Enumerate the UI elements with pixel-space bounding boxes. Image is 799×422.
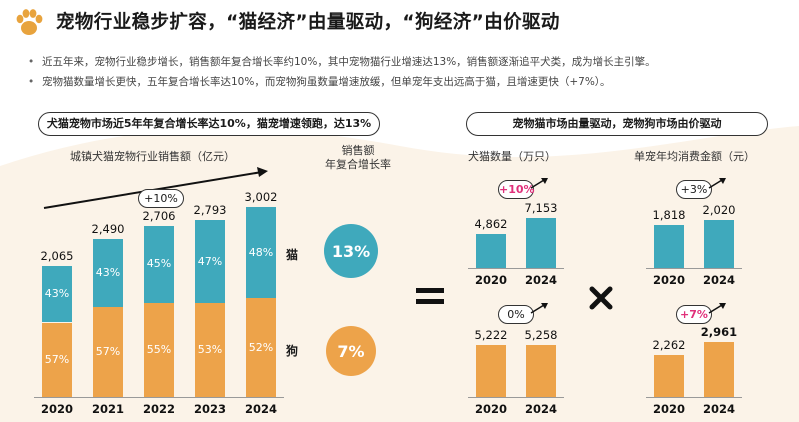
x-tick-label: 2023 (193, 402, 226, 416)
growth-pill: +7% (676, 305, 712, 324)
small-bar-value-label: 4,862 (474, 217, 508, 231)
growth-arrow (708, 303, 726, 314)
small-bar (476, 234, 506, 268)
small-bar (654, 354, 684, 397)
dog-share-label: 55% (146, 342, 172, 356)
small-bar-value-label: 1,818 (652, 207, 686, 222)
x-axis-line (646, 268, 742, 269)
small-bar (526, 345, 556, 397)
equals-sign-top (416, 288, 444, 293)
x-tick-label: 2024 (524, 273, 557, 287)
x-tick-label: 2021 (91, 402, 124, 416)
cat-bar-segment (144, 225, 174, 303)
small-bar (526, 218, 556, 268)
cagr-header-line1: 销售额 (341, 144, 375, 157)
x-tick-label: 2020 (474, 273, 507, 287)
bullet-1: 近五年来，宠物行业稳步增长，销售额年复合增长率约10%，其中宠物猫行业增速达13… (22, 52, 793, 72)
x-axis-line (646, 397, 742, 398)
paw-icon (16, 9, 43, 35)
x-axis-line (468, 397, 564, 398)
small-bar-value-label: 7,153 (524, 201, 558, 215)
growth-arrow (530, 178, 548, 189)
x-tick-label: 2022 (142, 402, 175, 416)
x-tick-label: 2020 (474, 402, 507, 416)
dog-share-label: 52% (248, 340, 274, 354)
small-bar (704, 220, 734, 268)
summary-bullets: 近五年来，宠物行业稳步增长，销售额年复合增长率约10%，其中宠物猫行业增速达13… (22, 52, 793, 92)
total-value-label: 2,065 (40, 249, 74, 264)
x-tick-label: 2020 (652, 402, 685, 416)
left-banner: 犬猫宠物市场近5年年复合增长率达10%，猫宠增速领跑，达13% (38, 112, 380, 136)
x-tick-label: 2020 (652, 273, 685, 287)
dog-share-label: 57% (95, 345, 121, 359)
total-value-label: 2,490 (91, 222, 125, 237)
small-bar (654, 224, 684, 268)
x-axis-line (468, 268, 564, 269)
total-growth-pill: +10% (138, 189, 184, 208)
small-bar-value-label: 2,262 (652, 337, 686, 352)
cat-share-label: 45% (146, 257, 172, 271)
right-banner: 宠物猫市场由量驱动，宠物狗市场由价驱动 (466, 112, 768, 136)
dog-share-label: 57% (44, 352, 70, 366)
x-tick-label: 2024 (702, 273, 735, 287)
left-chart-title: 城镇犬猫宠物行业销售额（亿元） (70, 150, 235, 163)
growth-pill: 0% (498, 305, 534, 324)
spend-title: 单宠年均消费金额（元） (634, 150, 755, 163)
x-axis-line (34, 397, 284, 398)
growth-arrow (708, 178, 726, 189)
page-title: 宠物行业稳步扩容，“猫经济”由量驱动，“狗经济”由价驱动 (56, 12, 560, 33)
cat-bar-segment (93, 239, 123, 308)
dog-bar-segment (195, 303, 225, 397)
cat-share-label: 43% (44, 287, 70, 301)
bullet-2: 宠物猫数量增长更快，五年复合增长率达10%，而宠物狗虽数量增速放缓，但单宠年支出… (22, 72, 793, 92)
cat-bar-segment (246, 207, 276, 299)
cagr-header-line2: 年复合增长率 (325, 158, 391, 171)
x-tick-label: 2024 (244, 402, 277, 416)
dog-bar-segment (42, 322, 72, 397)
total-value-label: 3,002 (244, 190, 278, 204)
total-value-label: 2,706 (142, 208, 176, 223)
dog-cagr-circle: 7% (326, 326, 376, 376)
x-tick-label: 2024 (702, 402, 735, 416)
dog-bar-segment (144, 302, 174, 397)
small-bar-value-label: 2,020 (702, 203, 736, 217)
small-bar-value-label: 5,222 (474, 328, 508, 343)
equals-sign-bottom (416, 299, 444, 304)
cat-share-label: 43% (95, 266, 121, 280)
dog-bar-segment (246, 298, 276, 397)
small-bar-value-label: 5,258 (524, 328, 558, 342)
dog-bar-segment (93, 307, 123, 397)
growth-arrow (530, 303, 548, 314)
dog-share-label: 53% (197, 343, 223, 357)
cat-bar-segment (42, 266, 72, 323)
x-tick-label: 2020 (40, 402, 73, 416)
dog-series-label: 狗 (286, 344, 299, 358)
cat-series-label: 猫 (286, 248, 299, 262)
growth-pill: +3% (676, 180, 712, 199)
x-tick-label: 2024 (524, 402, 557, 416)
cat-bar-segment (195, 220, 225, 304)
cat-share-label: 48% (248, 245, 274, 259)
small-bar (704, 342, 734, 397)
count-title: 犬猫数量（万只） (468, 150, 556, 163)
total-value-label: 2,793 (193, 203, 227, 218)
growth-pill: +10% (498, 180, 535, 199)
cat-cagr-circle: 13% (324, 224, 378, 278)
small-bar-value-label: 2,961 (700, 325, 738, 339)
small-bar (476, 345, 506, 397)
multiply-icon (589, 286, 613, 310)
cat-share-label: 47% (197, 254, 223, 268)
